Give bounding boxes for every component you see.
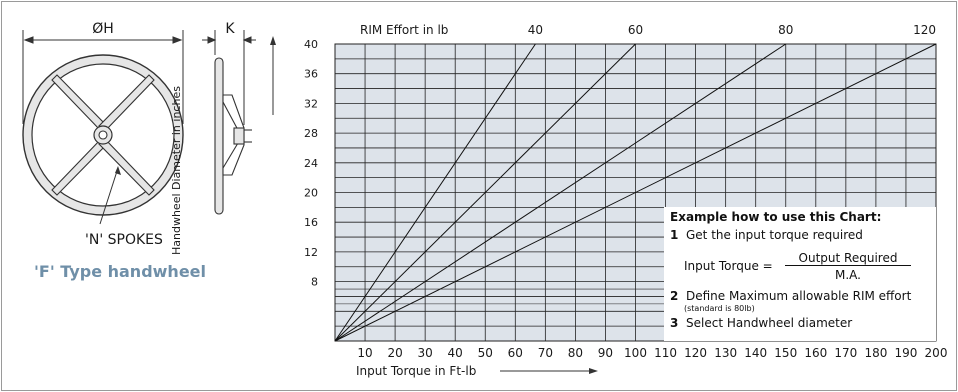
series-lines [334,43,937,342]
x-tick-label: 130 [714,346,737,360]
x-tick-label: 110 [654,346,677,360]
equation-denominator: M.A. [835,268,861,282]
y-tick-labels: 8 12 16 20 24 28 32 36 40 [304,38,318,289]
y-tick-label: 40 [304,38,318,51]
handwheel-front-view [22,54,184,225]
top-axis-labels: 40 60 80 120 [528,23,936,37]
example-step-3: 3 Select Handwheel diameter [670,316,852,330]
spokes-label: 'N' SPOKES [85,232,163,248]
y-tick-label: 28 [304,127,318,140]
x-tick-label: 200 [925,346,948,360]
dimension-k-label: K [225,21,235,37]
x-tick-label: 70 [538,346,553,360]
y-tick-label: 12 [304,246,318,259]
y-tick-label: 24 [304,157,318,170]
example-box: Example how to use this Chart: 1 Get the… [664,207,936,341]
example-title: Example how to use this Chart: [670,210,882,224]
x-tick-label: 160 [804,346,827,360]
step-1-text: Get the input torque required [686,228,863,242]
x-tick-label: 180 [864,346,887,360]
top-axis-label: 80 [778,23,793,37]
dimension-h [22,30,184,124]
step-1-number: 1 [670,228,679,242]
step-3-text: Select Handwheel diameter [686,316,853,330]
x-tick-label: 10 [357,346,372,360]
y-tick-label: 36 [304,68,318,81]
series-line-40 [334,43,536,342]
handwheel-side-view [214,57,252,215]
series-line-120 [334,43,937,342]
x-tick-label: 60 [508,346,523,360]
y-tick-label: 32 [304,97,318,110]
x-tick-label: 80 [568,346,583,360]
example-step-1: 1 Get the input torque required [670,228,863,242]
x-axis-arrow [500,368,598,374]
y-tick-label: 16 [304,216,318,229]
x-tick-label: 150 [774,346,797,360]
y-axis-title: Handwheel Diameter in inches [170,86,183,255]
top-axis-label: 60 [628,23,643,37]
y-tick-label: 20 [304,187,318,200]
step-2-note: (standard is 80lb) [684,304,755,313]
x-tick-labels: 10 20 30 40 50 60 70 80 90 100 110 120 130 140 150 160 1… [357,346,947,360]
x-axis-title: Input Torque in Ft-lb [356,364,476,378]
step-3-number: 3 [670,316,679,330]
x-tick-label: 20 [387,346,402,360]
x-tick-label: 30 [418,346,433,360]
top-axis-label: 40 [528,23,543,37]
x-tick-label: 190 [894,346,917,360]
y-tick-label: 8 [311,276,318,289]
x-tick-label: 40 [448,346,463,360]
torque-equation: Input Torque = Output Required M.A. [684,249,934,283]
x-tick-label: 100 [624,346,647,360]
equation-lhs: Input Torque = [684,259,773,273]
step-2-text: Define Maximum allowable RIM effort [686,289,912,303]
series-line-60 [334,43,636,342]
top-axis-label: 120 [913,23,936,37]
dimension-h-label: ØH [92,21,114,37]
top-axis-title: RIM Effort in lb [360,23,448,37]
x-tick-label: 90 [598,346,613,360]
figure-caption: 'F' Type handwheel [34,262,207,281]
equation-numerator: Output Required [785,251,911,266]
x-tick-label: 120 [684,346,707,360]
dimension-k [202,30,256,125]
step-2-number: 2 [670,289,679,303]
series-line-80 [334,43,787,342]
x-tick-label: 140 [744,346,767,360]
x-tick-label: 50 [478,346,493,360]
x-tick-label: 170 [834,346,857,360]
y-axis-arrow [270,36,276,115]
example-step-2: 2 Define Maximum allowable RIM effort [670,289,911,303]
